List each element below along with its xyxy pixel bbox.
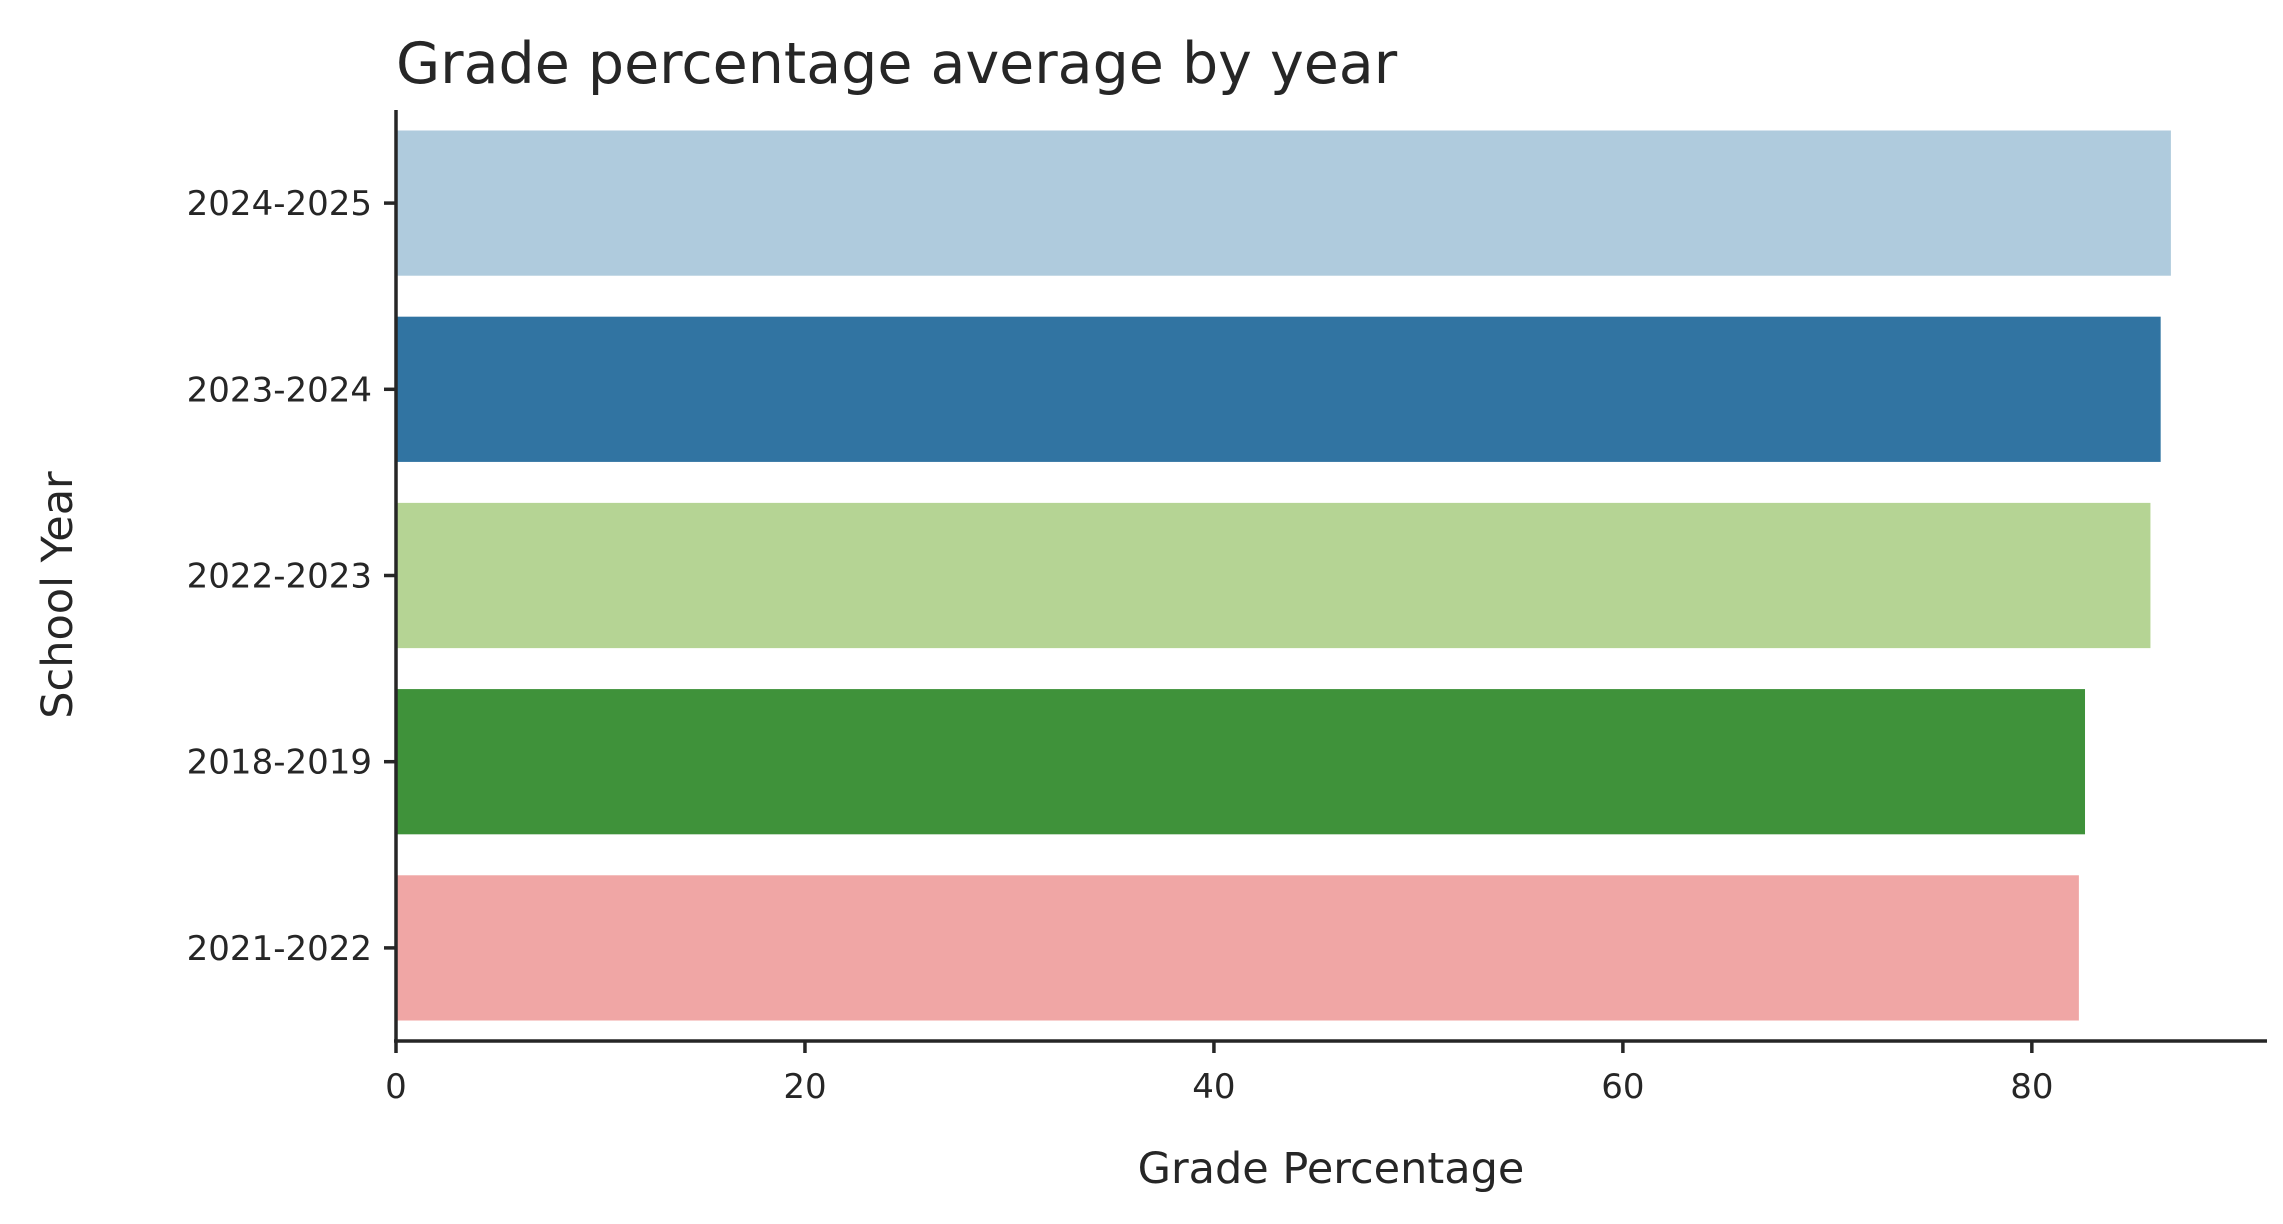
x-tick-label: 20 [783, 1067, 826, 1107]
y-ticks-group: 2024-2025 2023-2024 2022-2023 2018-2019 2021… [187, 184, 396, 969]
y-tick-label: 2024-2025 [187, 184, 372, 224]
y-tick-label: 2018-2019 [187, 743, 372, 783]
bars-group [396, 130, 2171, 1021]
y-tick-label: 2023-2024 [187, 370, 372, 410]
y-tick-label: 2022-2023 [187, 557, 372, 597]
bar-2023-2024 [396, 316, 2161, 462]
bar-2024-2025 [396, 130, 2171, 276]
x-ticks-group: 0 20 40 60 80 [385, 1041, 2053, 1107]
y-tick-label: 2021-2022 [187, 929, 372, 969]
x-tick-label: 0 [385, 1067, 407, 1107]
bar-2018-2019 [396, 689, 2086, 835]
y-axis-label: School Year [33, 471, 83, 719]
x-tick-label: 80 [2010, 1067, 2053, 1107]
x-axis-label: Grade Percentage [1138, 1144, 1525, 1194]
chart-title: Grade percentage average by year [396, 31, 1398, 97]
bar-2021-2022 [396, 875, 2079, 1021]
x-tick-label: 40 [1192, 1067, 1235, 1107]
bar-2022-2023 [396, 502, 2151, 649]
x-tick-label: 60 [1601, 1067, 1644, 1107]
